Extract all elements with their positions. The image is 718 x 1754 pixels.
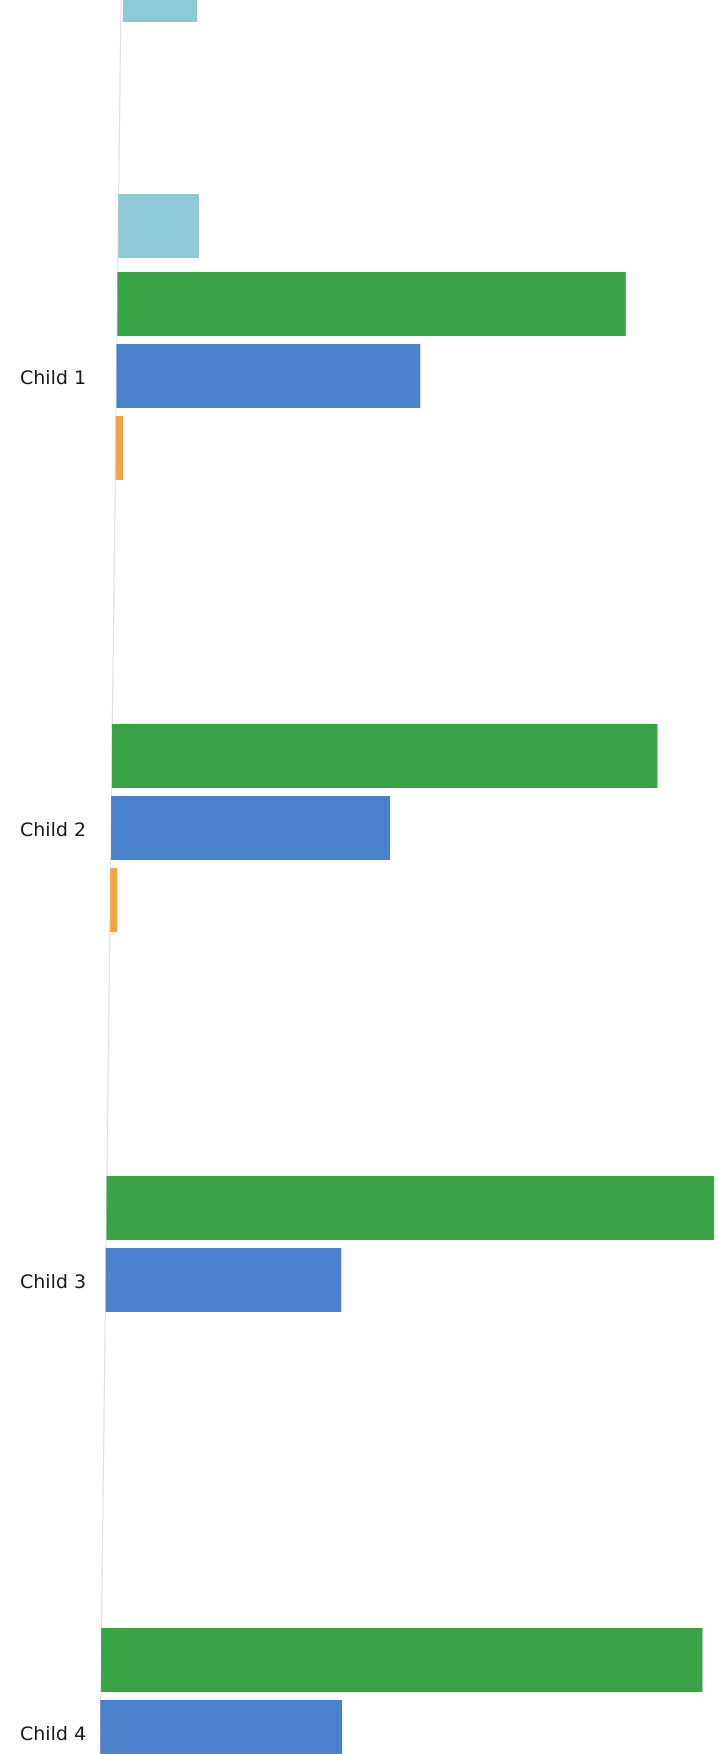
bars-group bbox=[100, 0, 715, 1754]
category-label: Child 2 bbox=[20, 819, 86, 841]
bar bbox=[116, 344, 421, 408]
bar bbox=[122, 0, 198, 22]
category-label: Child 1 bbox=[20, 367, 86, 389]
bar bbox=[101, 1628, 703, 1692]
bar bbox=[106, 1176, 715, 1240]
bar bbox=[118, 194, 199, 258]
bar bbox=[110, 868, 118, 932]
category-labels-group: Child 1 Child 2 Child 3 Child 4 bbox=[20, 367, 86, 1745]
bar bbox=[117, 272, 626, 336]
category-label: Child 4 bbox=[20, 1723, 86, 1745]
category-label: Child 3 bbox=[20, 1271, 86, 1293]
bar bbox=[100, 1700, 343, 1754]
bar bbox=[111, 796, 391, 860]
bar bbox=[115, 416, 123, 480]
bar bbox=[111, 724, 658, 788]
bar bbox=[105, 1248, 342, 1312]
